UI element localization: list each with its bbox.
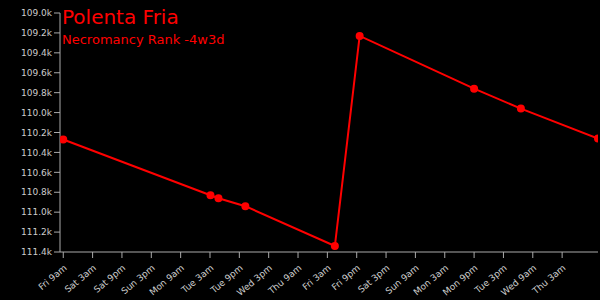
svg-text:Sun 3pm: Sun 3pm xyxy=(119,262,157,297)
svg-text:Tue 9pm: Tue 9pm xyxy=(208,262,245,296)
svg-text:Mon 3am: Mon 3am xyxy=(411,262,451,298)
svg-text:Fri 9am: Fri 9am xyxy=(36,262,69,292)
svg-text:Sat 3am: Sat 3am xyxy=(63,263,98,295)
svg-text:111.4k: 111.4k xyxy=(21,247,53,257)
html-text:Necromancy Rank -4w3d: Necromancy Rank -4w3d xyxy=(62,32,225,47)
svg-text:Fri 3am: Fri 3am xyxy=(301,263,333,292)
svg-text:Wed 3pm: Wed 3pm xyxy=(235,263,274,298)
svg-text:110.8k: 110.8k xyxy=(21,187,53,197)
svg-text:Thu 9am: Thu 9am xyxy=(266,263,304,297)
svg-text:109.0k: 109.0k xyxy=(21,8,53,18)
html-text:Polenta Fria: Polenta Fria xyxy=(62,5,179,29)
svg-text:110.4k: 110.4k xyxy=(21,148,53,158)
svg-text:111.2k: 111.2k xyxy=(21,227,53,237)
svg-text:Tue 3pm: Tue 3pm xyxy=(473,262,509,296)
svg-text:Thu 3am: Thu 3am xyxy=(530,263,568,297)
svg-text:109.8k: 109.8k xyxy=(21,88,53,98)
svg-text:110.2k: 110.2k xyxy=(21,128,53,138)
svg-text:111.0k: 111.0k xyxy=(21,207,53,217)
svg-text:109.6k: 109.6k xyxy=(21,68,53,78)
svg-text:Fri 9pm: Fri 9pm xyxy=(329,262,363,293)
svg-text:Mon 9am: Mon 9am xyxy=(148,263,186,298)
svg-text:Tue 3am: Tue 3am xyxy=(179,263,215,296)
svg-text:Sun 9am: Sun 9am xyxy=(383,262,421,297)
svg-text:Sat 9pm: Sat 9pm xyxy=(91,262,128,295)
svg-text:Mon 9pm: Mon 9pm xyxy=(441,263,480,298)
svg-text:Sat 3pm: Sat 3pm xyxy=(356,262,392,295)
svg-text:110.6k: 110.6k xyxy=(21,168,53,178)
svg-text:110.0k: 110.0k xyxy=(21,108,53,118)
svg-text:Wed 9am: Wed 9am xyxy=(499,263,538,298)
svg-text:109.2k: 109.2k xyxy=(21,28,53,38)
svg-text:109.4k: 109.4k xyxy=(21,48,53,58)
